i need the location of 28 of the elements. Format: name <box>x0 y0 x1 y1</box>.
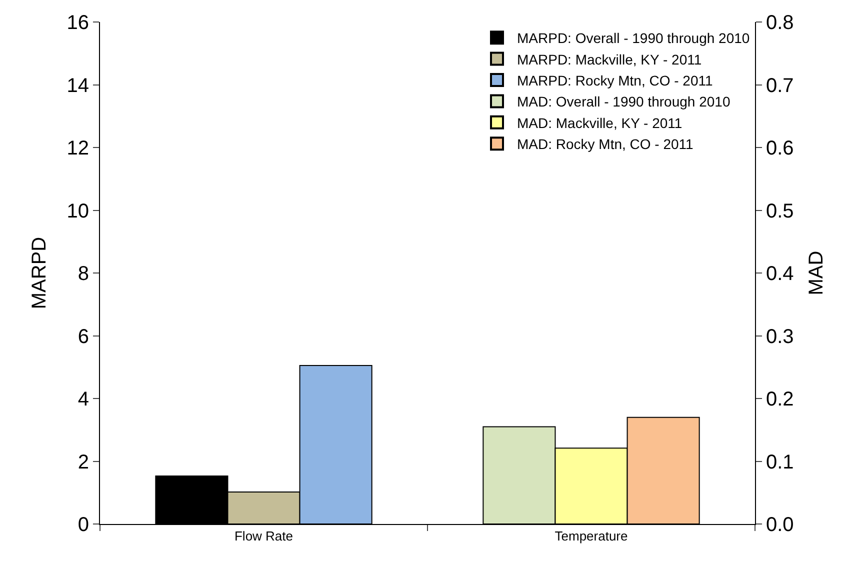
x-tick-label: Temperature <box>554 528 628 544</box>
y-tick-label: 14 <box>66 74 89 97</box>
y2-tick-label: 0.0 <box>766 514 794 536</box>
y2-axis-title: MAD <box>805 250 828 296</box>
y-axis-title: MARPD <box>28 236 50 310</box>
legend-label: MAD: Overall - 1990 through 2010 <box>517 94 730 110</box>
y2-tick-label: 0.3 <box>766 326 794 348</box>
y2-tick-label: 0.4 <box>766 263 794 285</box>
y-tick-label: 12 <box>66 138 89 160</box>
y-tick-label: 2 <box>78 451 89 474</box>
y2-tick-label: 0.5 <box>766 200 794 222</box>
y2-tick-label: 0.6 <box>766 138 794 160</box>
y-tick-label: 8 <box>78 263 89 285</box>
y-tick-label: 16 <box>66 12 89 34</box>
legend-label: MAD: Rocky Mtn, CO - 2011 <box>517 136 694 152</box>
y-tick-label: 6 <box>78 326 89 348</box>
y-tick-label: 10 <box>66 200 89 222</box>
y-tick-label: 0 <box>78 514 89 536</box>
y-tick-label: 4 <box>78 388 89 410</box>
y2-tick-label: 0.2 <box>766 388 794 410</box>
y2-tick-label: 0.1 <box>766 451 794 474</box>
legend-label: MARPD: Mackville, KY - 2011 <box>517 51 702 68</box>
legend-label: MARPD: Overall - 1990 through 2010 <box>517 30 750 46</box>
y2-tick-label: 0.8 <box>766 12 794 34</box>
legend-label: MAD: Mackville, KY - 2011 <box>517 114 682 131</box>
legend-label: MARPD: Rocky Mtn, CO - 2011 <box>517 72 713 88</box>
x-tick-label: Flow Rate <box>234 528 294 544</box>
y2-tick-label: 0.7 <box>766 74 794 97</box>
